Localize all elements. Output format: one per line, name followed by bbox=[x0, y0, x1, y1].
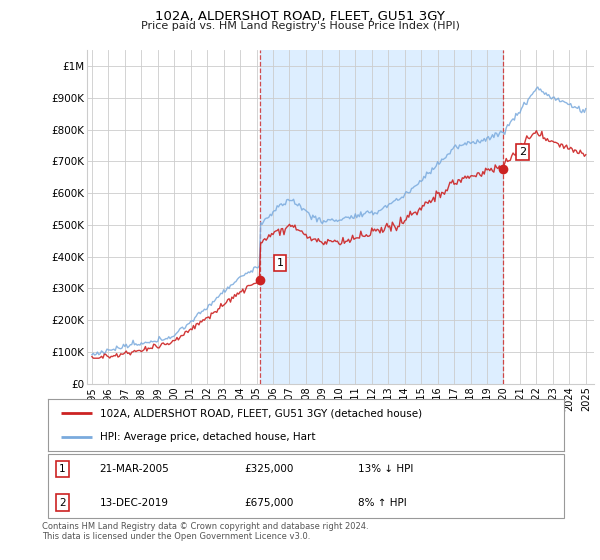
Text: This data is licensed under the Open Government Licence v3.0.: This data is licensed under the Open Gov… bbox=[42, 532, 310, 541]
Text: 102A, ALDERSHOT ROAD, FLEET, GU51 3GY (detached house): 102A, ALDERSHOT ROAD, FLEET, GU51 3GY (d… bbox=[100, 408, 422, 418]
Text: £325,000: £325,000 bbox=[244, 464, 293, 474]
Text: 1: 1 bbox=[59, 464, 66, 474]
Text: 21-MAR-2005: 21-MAR-2005 bbox=[100, 464, 169, 474]
Text: 102A, ALDERSHOT ROAD, FLEET, GU51 3GY: 102A, ALDERSHOT ROAD, FLEET, GU51 3GY bbox=[155, 10, 445, 23]
Text: Contains HM Land Registry data © Crown copyright and database right 2024.: Contains HM Land Registry data © Crown c… bbox=[42, 522, 368, 531]
Text: £675,000: £675,000 bbox=[244, 497, 293, 507]
Text: 13% ↓ HPI: 13% ↓ HPI bbox=[358, 464, 413, 474]
Text: 1: 1 bbox=[277, 258, 283, 268]
Text: Price paid vs. HM Land Registry's House Price Index (HPI): Price paid vs. HM Land Registry's House … bbox=[140, 21, 460, 31]
Text: 2: 2 bbox=[519, 147, 526, 157]
Text: HPI: Average price, detached house, Hart: HPI: Average price, detached house, Hart bbox=[100, 432, 315, 442]
Bar bbox=[260, 50, 503, 384]
Text: 13-DEC-2019: 13-DEC-2019 bbox=[100, 497, 169, 507]
Text: 2: 2 bbox=[59, 497, 66, 507]
Text: 8% ↑ HPI: 8% ↑ HPI bbox=[358, 497, 406, 507]
